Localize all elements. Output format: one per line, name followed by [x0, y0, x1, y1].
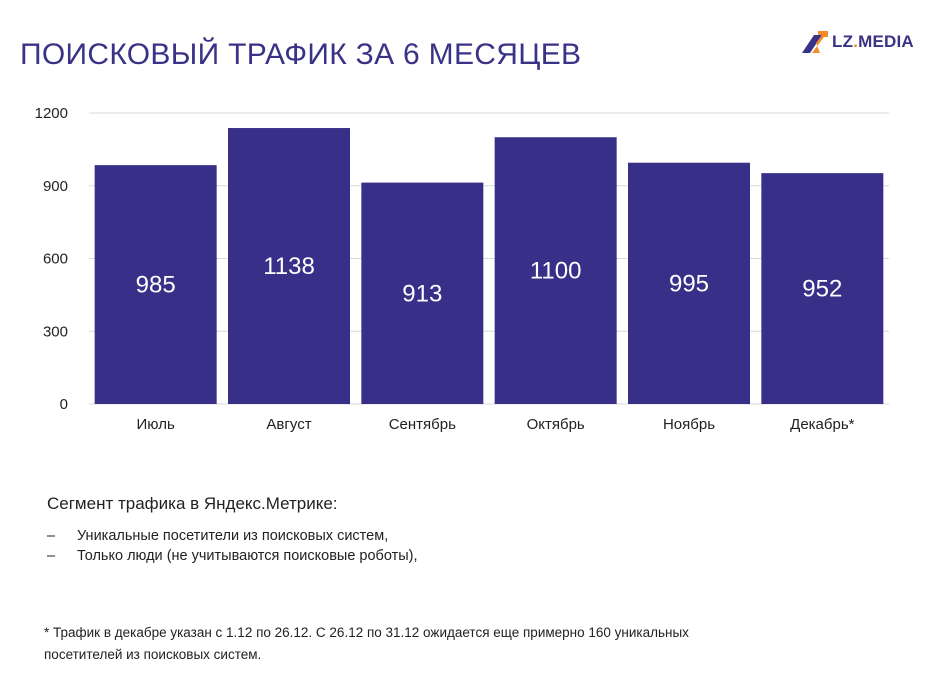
logo-text-dot: . — [853, 32, 859, 51]
y-tick-label: 600 — [43, 251, 68, 268]
logo-text-media: MEDIA — [858, 32, 914, 51]
bar — [628, 162, 750, 404]
list-dash: – — [47, 528, 56, 544]
segment-description: Сегмент трафика в Яндекс.Метрике: – Уник… — [47, 494, 418, 568]
x-category-label: Декабрь* — [790, 416, 854, 433]
bar — [228, 128, 350, 404]
x-category-label: Октябрь — [527, 416, 585, 433]
logo-arrow-icon — [802, 31, 828, 53]
brand-logo: LZ.MEDIA — [800, 28, 920, 56]
x-category-label: Ноябрь — [663, 416, 715, 433]
segment-item: – Только люди (не учитываются поисковые … — [47, 548, 418, 564]
logo-text-lz: LZ — [832, 32, 854, 51]
bar — [94, 165, 217, 404]
bar-value-label: 1100 — [530, 258, 582, 285]
traffic-bar-chart: 0 300 600 900 1200 985 Июль 1138 Август 913 Сентяб… — [35, 105, 889, 433]
x-category-label: Август — [266, 416, 311, 433]
page-title: ПОИСКОВЫЙ ТРАФИК ЗА 6 МЕСЯЦЕВ — [20, 38, 582, 71]
y-tick-label: 1200 — [35, 105, 68, 122]
footnote-line: * Трафик в декабре указан с 1.12 по 26.1… — [44, 625, 689, 640]
bar-value-label: 1138 — [263, 253, 315, 280]
y-tick-label: 300 — [43, 323, 68, 340]
segment-item: – Уникальные посетители из поисковых сис… — [47, 528, 418, 544]
bar-value-label: 913 — [402, 280, 442, 307]
segment-item-text: Только люди (не учитываются поисковые ро… — [77, 548, 418, 564]
segment-title: Сегмент трафика в Яндекс.Метрике: — [47, 494, 338, 513]
footnote: * Трафик в декабре указан с 1.12 по 26.1… — [44, 622, 784, 666]
segment-item-text: Уникальные посетители из поисковых систе… — [77, 528, 389, 544]
bar-value-label: 952 — [802, 276, 842, 303]
x-category-label: Июль — [137, 416, 175, 433]
list-dash: – — [47, 548, 56, 564]
x-category-label: Сентябрь — [389, 416, 456, 433]
bar-value-label: 995 — [669, 270, 709, 297]
footnote-line: посетителей из поисковых систем. — [44, 647, 262, 662]
bar — [761, 173, 884, 404]
bar — [361, 182, 484, 404]
bar — [494, 137, 617, 404]
bar-value-label: 985 — [136, 272, 176, 299]
y-tick-label: 0 — [60, 396, 68, 413]
y-tick-label: 900 — [43, 178, 68, 195]
